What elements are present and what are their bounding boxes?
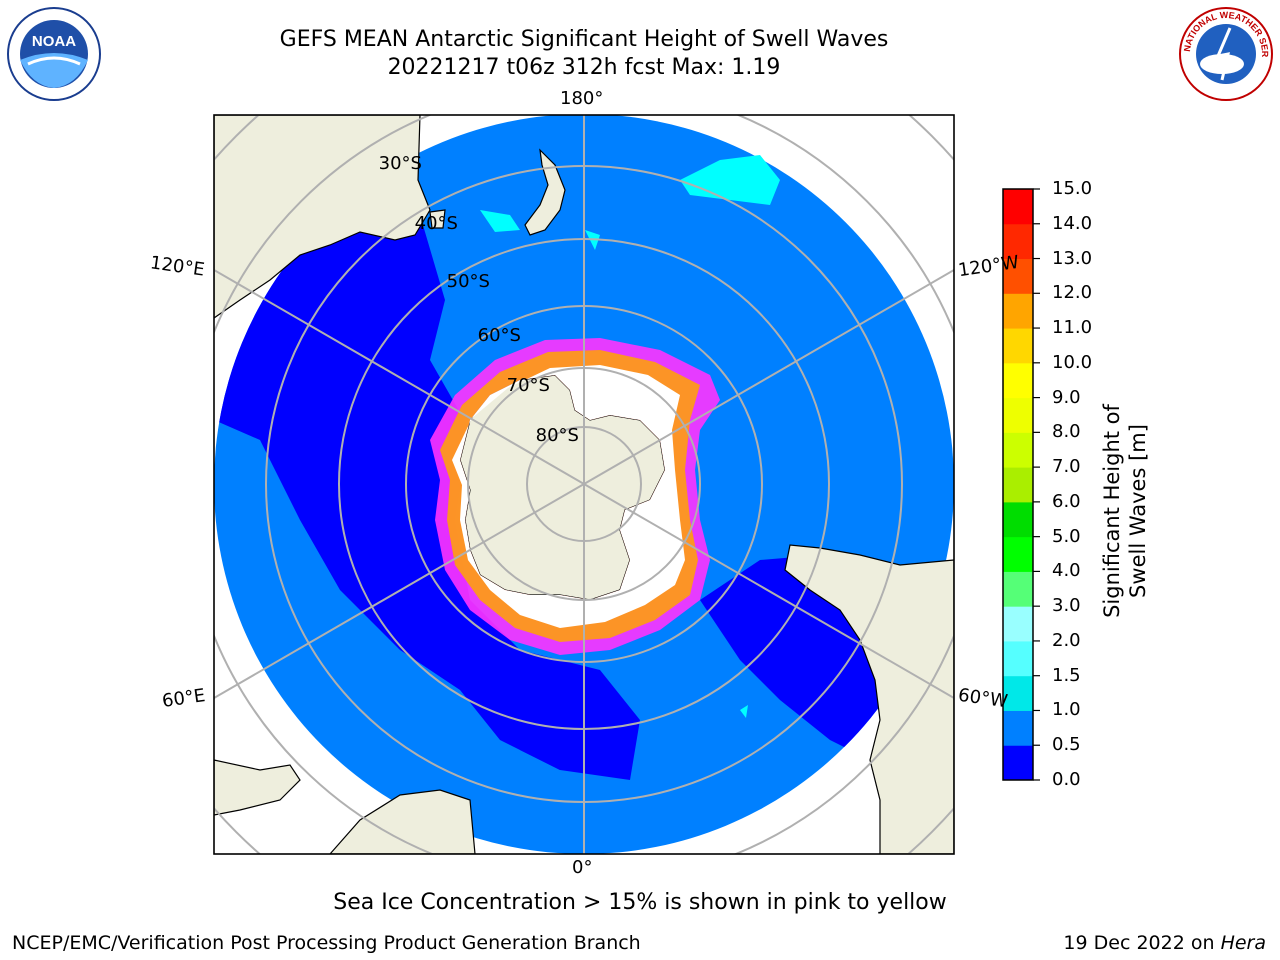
colorbar-tick-label: 3.0: [1052, 595, 1081, 617]
colorbar-segment: [1003, 675, 1033, 711]
colorbar-tick-label: 6.0: [1052, 490, 1081, 512]
lon-label-180: 180°: [560, 88, 604, 109]
footer-host: Hera: [1220, 932, 1266, 954]
colorbar-segment: [1003, 571, 1033, 607]
colorbar-label: Significant Height of Swell Waves [m]: [1100, 404, 1150, 618]
colorbar-segment: [1003, 467, 1033, 503]
lat-label-30s: 30°S: [379, 153, 422, 174]
colorbar-tick-label: 4.0: [1052, 560, 1081, 582]
lat-label-50s: 50°S: [447, 271, 490, 292]
colorbar-tick-label: 1.5: [1052, 664, 1081, 686]
colorbar-segment: [1003, 293, 1033, 329]
land-masses: [214, 115, 954, 854]
colorbar-segment: [1003, 432, 1033, 468]
colorbar-segment: [1003, 640, 1033, 677]
colorbar-tick-label: 11.0: [1052, 317, 1093, 339]
colorbar-tick-label: 12.0: [1052, 282, 1093, 304]
colorbar-segment: [1003, 745, 1033, 781]
lat-label-40s: 40°S: [415, 213, 458, 234]
colorbar-segment: [1003, 536, 1033, 572]
noaa-logo: NOAA: [6, 6, 102, 102]
colorbar-tick-label: 8.0: [1052, 421, 1081, 443]
colorbar: [1003, 188, 1040, 781]
footer-date: 19 Dec 2022 on Hera: [1063, 932, 1266, 954]
chart-title: GEFS MEAN Antarctic Significant Height o…: [279, 27, 889, 52]
sea-ice-ring: [430, 338, 720, 655]
south-america-landmass: [784, 544, 954, 854]
chart-subtitle: 20221217 t06z 312h fcst Max: 1.19: [387, 55, 781, 80]
colorbar-frame: [1002, 188, 1034, 781]
footer-date-text: 19 Dec 2022 on: [1063, 932, 1215, 954]
colorbar-tick-label: 14.0: [1052, 212, 1093, 234]
colorbar-segment: [1003, 710, 1033, 746]
colorbar-tick-label: 13.0: [1052, 247, 1093, 269]
national-weather-service-logo: NATIONAL WEATHER SERVICE: [1175, 0, 1274, 102]
lat-label-60s: 60°S: [478, 325, 521, 346]
lat-label-70s: 70°S: [507, 375, 550, 396]
colorbar-tick-label: 2.0: [1052, 629, 1081, 651]
colorbar-segment: [1003, 258, 1033, 294]
colorbar-tick-label: 15.0: [1052, 178, 1093, 199]
sea-ice-caption: Sea Ice Concentration > 15% is shown in …: [333, 890, 947, 915]
colorbar-segment: [1003, 362, 1033, 399]
footer-branch: NCEP/EMC/Verification Post Processing Pr…: [12, 932, 641, 954]
colorbar-segment: [1003, 189, 1033, 225]
colorbar-segment: [1003, 397, 1033, 433]
graticule: [214, 115, 954, 854]
colorbar-tick-label: 10.0: [1052, 351, 1093, 373]
latitude-labels: 30°S 40°S 50°S 60°S 70°S 80°S: [379, 153, 579, 446]
colorbar-tick-label: 9.0: [1052, 386, 1081, 408]
colorbar-segment: [1003, 501, 1033, 538]
colorbar-tick-label: 5.0: [1052, 525, 1081, 547]
colorbar-segment: [1003, 223, 1033, 260]
lon-label-0: 0°: [572, 857, 593, 878]
new-zealand-landmass: [524, 148, 566, 236]
svg-text:NOAA: NOAA: [32, 33, 76, 50]
lat-label-80s: 80°S: [536, 425, 579, 446]
colorbar-tick-label: 1.0: [1052, 699, 1081, 721]
colorbar-tick-label: 0.0: [1052, 769, 1081, 790]
colorbar-segment: [1003, 328, 1033, 364]
colorbar-segment: [1003, 606, 1033, 642]
map-frame: [213, 114, 955, 855]
australia-landmass: [214, 115, 431, 319]
colorbar-tick-label: 0.5: [1052, 734, 1081, 756]
colorbar-tick-label: 7.0: [1052, 456, 1081, 478]
